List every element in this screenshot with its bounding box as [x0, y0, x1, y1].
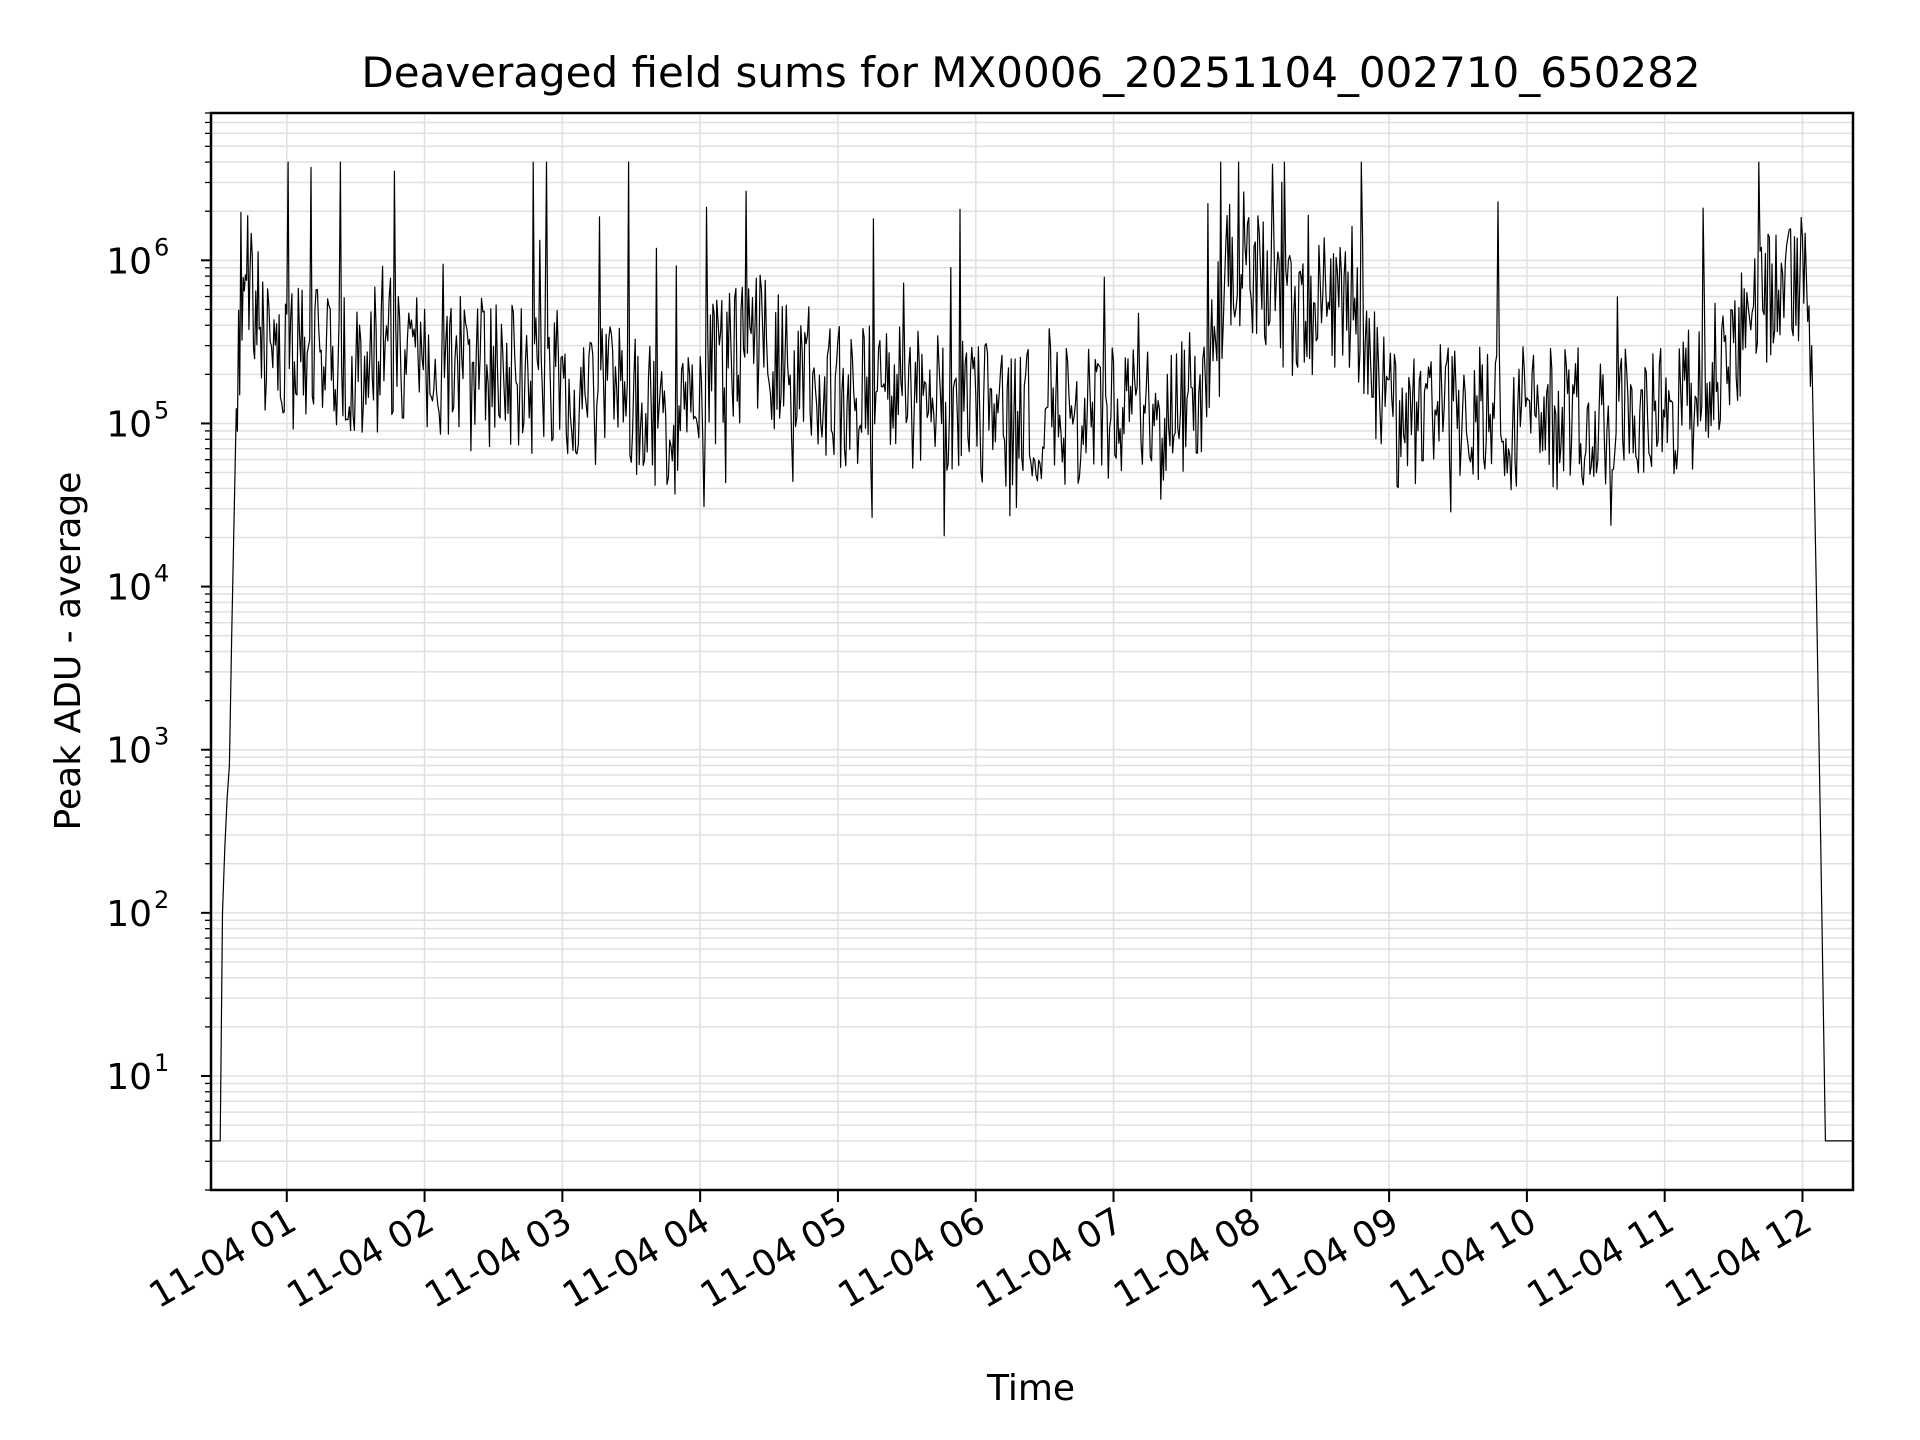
y-tick-base: 10	[106, 568, 152, 609]
y-tick-exponent: 3	[154, 723, 169, 751]
y-tick-exponent: 1	[154, 1049, 169, 1077]
y-tick-label: 10 1	[106, 1049, 169, 1098]
series-layer	[211, 161, 1853, 1142]
y-tick-base: 10	[106, 241, 152, 282]
y-tick-base: 10	[106, 404, 152, 445]
y-tick-exponent: 6	[154, 233, 169, 261]
y-tick-exponent: 2	[154, 886, 169, 914]
grid	[211, 112, 1853, 1191]
x-axis-label: Time	[986, 1368, 1075, 1409]
y-tick-base: 10	[106, 1057, 152, 1098]
y-tick-base: 10	[106, 731, 152, 772]
y-tick-exponent: 5	[154, 396, 169, 424]
series-line	[211, 161, 1853, 1142]
chart-title: Deaveraged field sums for MX0006_2025110…	[361, 48, 1700, 97]
y-tick-label: 10 2	[106, 886, 169, 935]
y-tick-label: 10 3	[106, 723, 169, 772]
y-tick-base: 10	[106, 894, 152, 935]
y-tick-label: 10 5	[106, 396, 169, 445]
y-tick-label: 10 6	[106, 233, 169, 282]
y-axis-label: Peak ADU - average	[48, 472, 89, 831]
plot-frame	[209, 111, 1855, 1192]
y-tick-label: 10 4	[106, 560, 169, 609]
y-tick-exponent: 4	[154, 560, 169, 588]
